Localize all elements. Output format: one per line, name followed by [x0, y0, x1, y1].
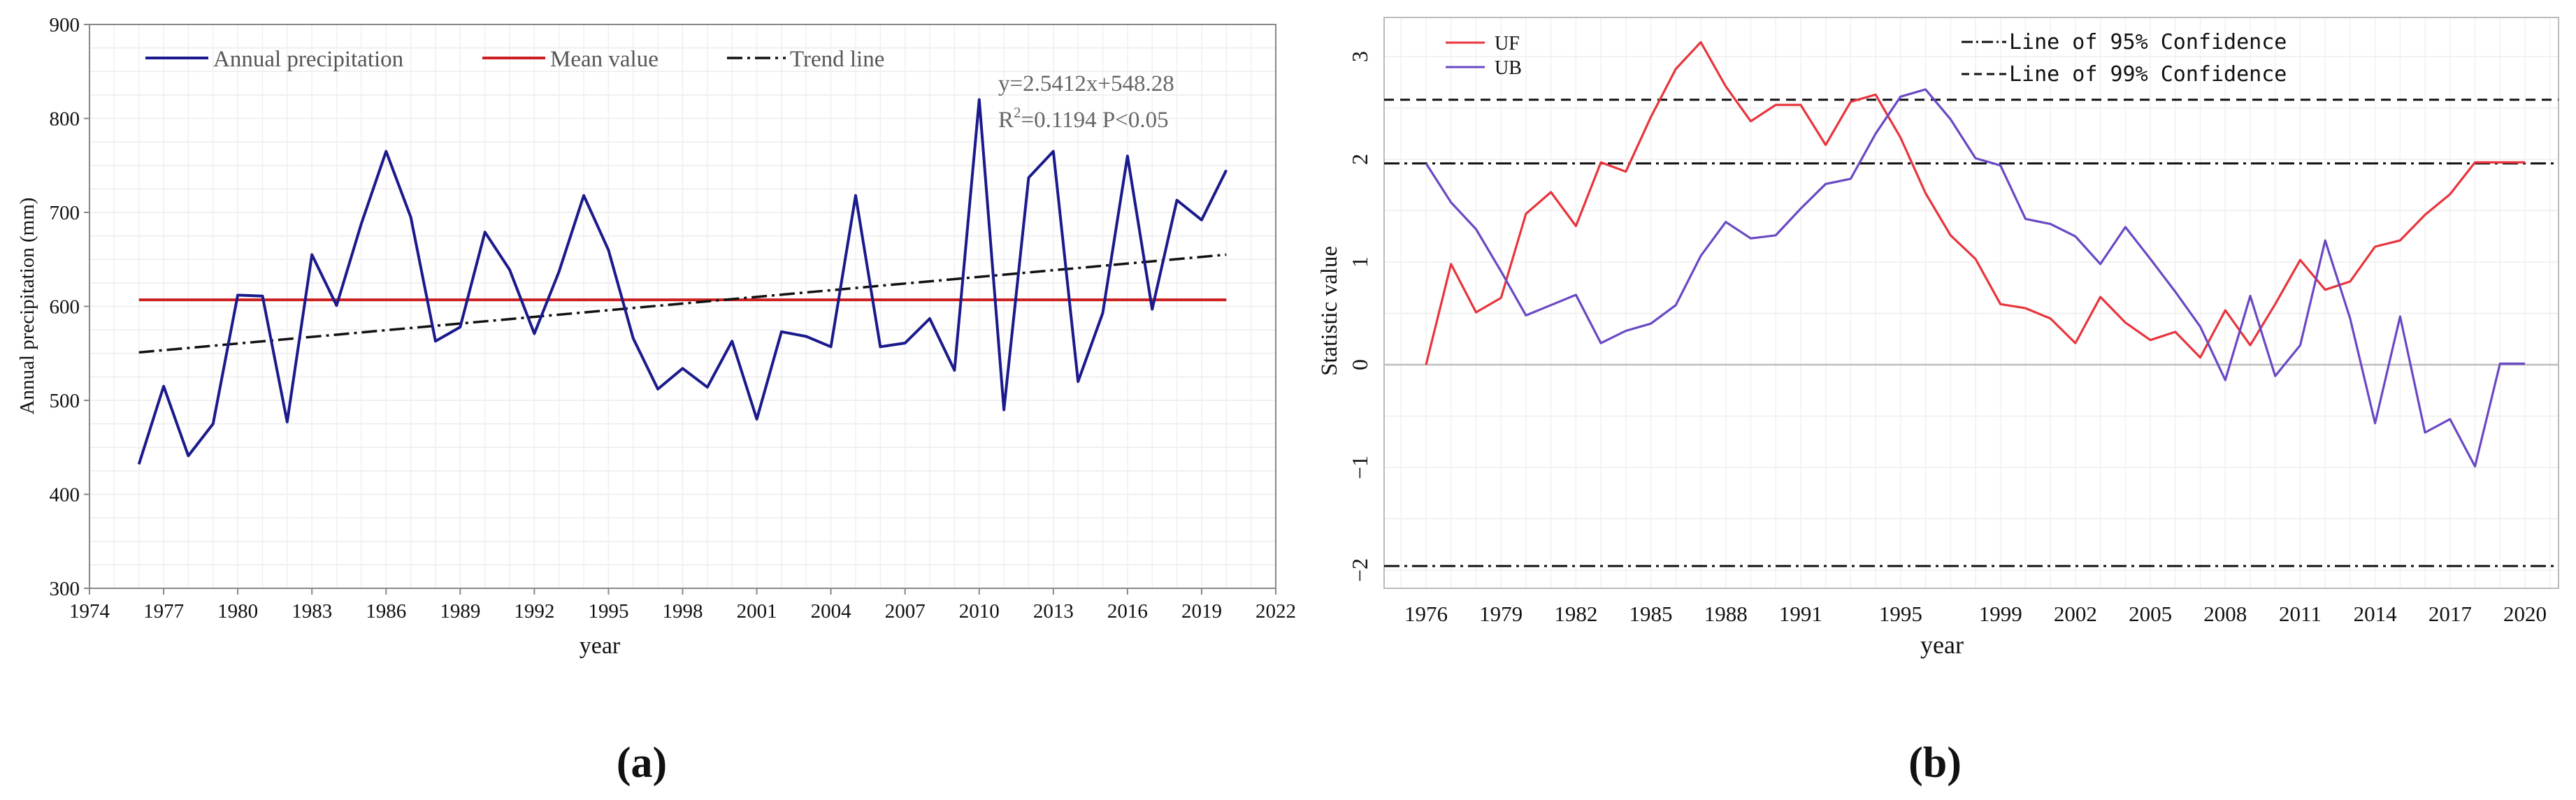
y-tick-label: 2 [1347, 154, 1372, 165]
chart-b-plot-frame [1383, 17, 2559, 589]
chart-a-r2-sup: 2 [1014, 104, 1021, 121]
x-tick-label: 2005 [2129, 602, 2172, 626]
y-tick-label: 400 [50, 484, 80, 507]
chart-b-series [1425, 41, 2525, 468]
chart-b: −2 −1 0 1 2 3 1976 1979 1982 1985 1988 1991 1995 199… [1317, 17, 2559, 787]
x-tick-label: 2011 [2279, 602, 2322, 626]
x-tick-label: 1995 [1879, 602, 1922, 626]
x-tick-label: 1999 [1979, 602, 2022, 626]
legend-uf-label: UF [1495, 33, 1520, 54]
x-tick-label: 1992 [514, 600, 554, 623]
y-tick-label: 700 [50, 202, 80, 224]
chart-a-r2: R2=0.1194 P<0.05 [998, 104, 1169, 133]
x-tick-label: 2001 [737, 600, 777, 623]
x-tick-label: 1974 [69, 600, 110, 623]
x-tick-label: 2007 [885, 600, 926, 623]
chart-b-grid [1384, 17, 2559, 588]
legend-99-confidence-label: Line of 99% Confidence [2009, 62, 2287, 87]
chart-a-r2-rest: =0.1194 P<0.05 [1021, 108, 1169, 133]
x-tick-label: 1982 [1554, 602, 1597, 626]
x-tick-label: 1986 [366, 600, 406, 623]
x-tick-label: 1991 [1779, 602, 1822, 626]
legend-mean-value-label: Mean value [550, 47, 659, 72]
y-tick-label: 0 [1347, 359, 1372, 370]
chart-b-confidence-lines [1384, 99, 2559, 567]
chart-a-legend: Annual precipitation Mean value Trend li… [145, 47, 884, 72]
y-tick-label: −1 [1347, 456, 1372, 479]
panel-b-label: (b) [1908, 739, 1962, 787]
chart-a-xlabel: year [580, 633, 621, 659]
x-tick-label: 1988 [1704, 602, 1748, 626]
chart-a-series [137, 98, 1228, 465]
y-tick-label: 300 [50, 578, 80, 600]
x-tick-label: 2013 [1033, 600, 1074, 623]
x-tick-label: 2008 [2203, 602, 2247, 626]
chart-b-x-ticks: 1976 1979 1982 1985 1988 1991 1995 1999 2002 2005… [1404, 602, 2547, 626]
chart-b-y-ticks: −2 −1 0 1 2 3 [1347, 51, 1372, 582]
chart-a-y-ticks: 300 400 500 600 700 800 900 [50, 14, 89, 600]
chart-b-legend: UF UB Line of 95% Confidence Line of 99%… [1446, 30, 2287, 87]
chart-a-ylabel: Annual precipitation (mm) [16, 198, 38, 415]
panel-a-label: (a) [617, 739, 667, 787]
legend-trend-line-label: Trend line [790, 47, 884, 72]
series-annual-precipitation [137, 98, 1228, 465]
chart-a-r2-prefix: R [998, 108, 1014, 133]
x-tick-label: 2002 [2054, 602, 2097, 626]
legend-ub-label: UB [1495, 57, 1522, 79]
y-tick-label: 600 [50, 296, 80, 319]
chart-a-x-ticks: 1974 1977 1980 1983 1986 1989 1992 1995 1998 2001… [69, 588, 1296, 623]
chart-b-xlabel: year [1920, 631, 1964, 659]
x-tick-label: 2004 [811, 600, 852, 623]
x-tick-label: 2014 [2354, 602, 2398, 626]
y-tick-label: 1 [1347, 256, 1372, 268]
x-tick-label: 2016 [1107, 600, 1148, 623]
x-tick-label: 1979 [1479, 602, 1523, 626]
y-tick-label: 900 [50, 14, 80, 36]
x-tick-label: 2017 [2429, 602, 2472, 626]
x-tick-label: 1989 [440, 600, 480, 623]
x-tick-label: 1995 [588, 600, 628, 623]
x-tick-label: 1998 [663, 600, 703, 623]
x-tick-label: 1976 [1404, 602, 1448, 626]
x-tick-label: 1985 [1629, 602, 1673, 626]
x-tick-label: 1977 [143, 600, 184, 623]
chart-b-ylabel: Statistic value [1317, 246, 1342, 376]
y-tick-label: 500 [50, 390, 80, 412]
x-tick-label: 1983 [292, 600, 332, 623]
y-tick-label: 3 [1347, 51, 1372, 62]
x-tick-label: 2022 [1255, 600, 1296, 623]
x-tick-label: 1980 [217, 600, 258, 623]
x-tick-label: 2010 [959, 600, 1000, 623]
legend-annual-precipitation-label: Annual precipitation [213, 47, 403, 72]
y-tick-label: 800 [50, 108, 80, 131]
legend-95-confidence-label: Line of 95% Confidence [2009, 30, 2287, 54]
x-tick-label: 2020 [2503, 602, 2547, 626]
series-ub [1425, 88, 2525, 468]
series-trend-line [138, 253, 1227, 354]
chart-a-equation: y=2.5412x+548.28 [998, 71, 1174, 96]
y-tick-label: −2 [1347, 558, 1372, 582]
x-tick-label: 2019 [1181, 600, 1222, 623]
series-uf [1425, 41, 2525, 365]
